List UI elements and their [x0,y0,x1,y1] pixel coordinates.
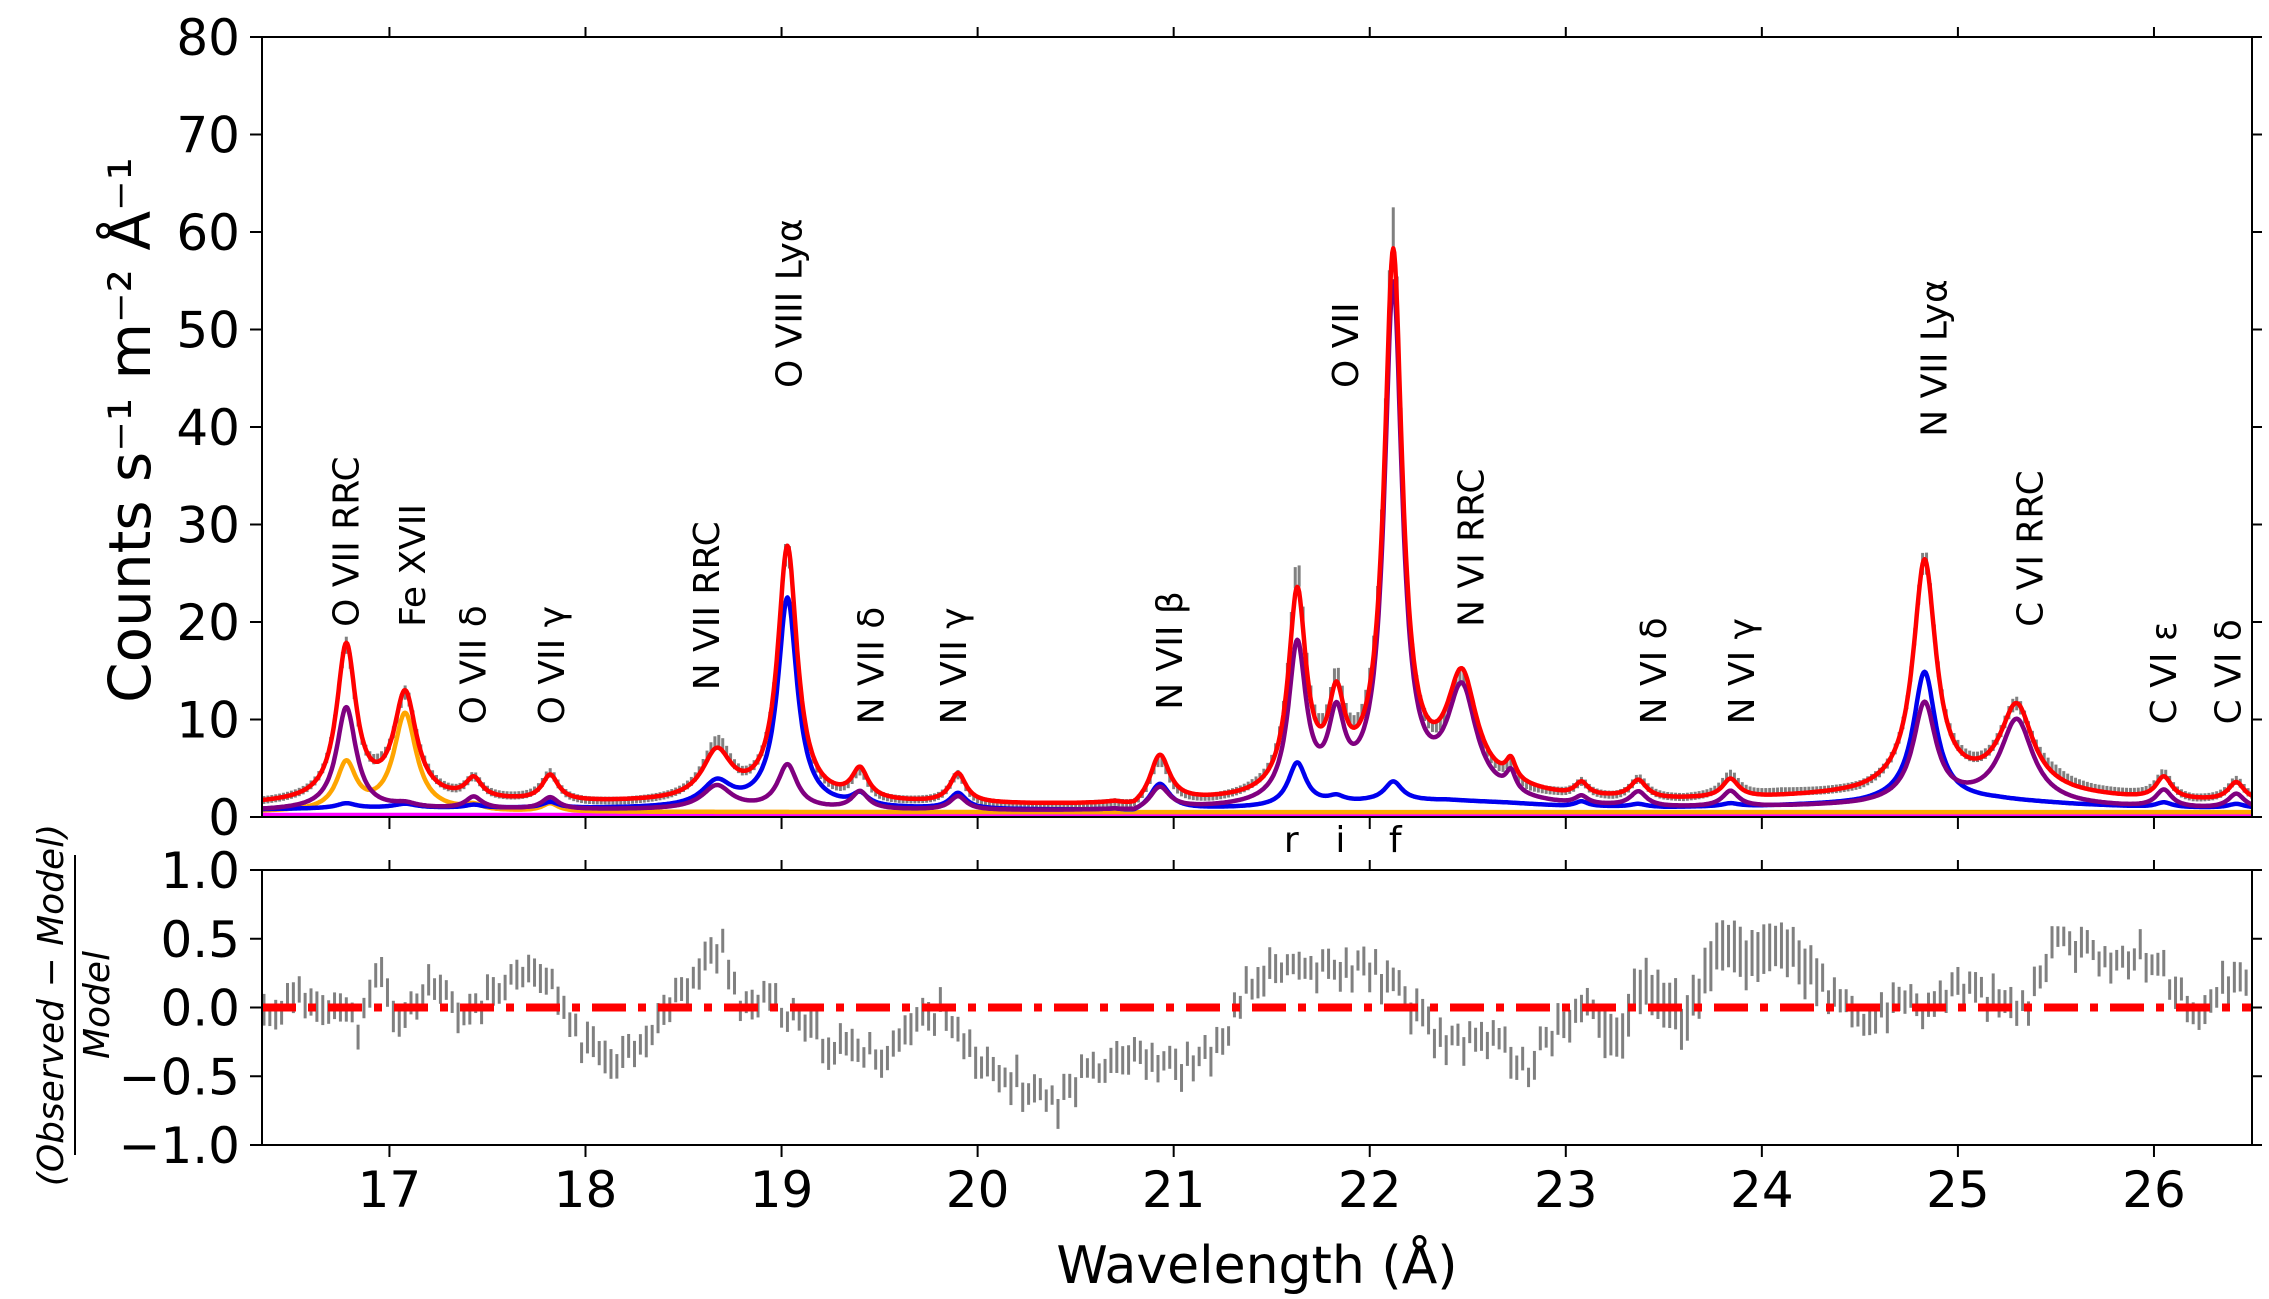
x-axis-label: Wavelength (Å) [1056,1234,1457,1296]
triplet-label: i [1335,820,1345,861]
purple-model-line [262,279,2252,812]
residual-x-tick-label: 20 [946,1161,1010,1219]
residual-x-tick-label: 22 [1338,1161,1402,1219]
spectrum-x-ticks [388,27,2155,829]
line-annotation: N VI δ [1634,617,1675,724]
line-annotation: N VII γ [934,607,975,724]
spectrum-y-tick-label: 10 [176,692,240,750]
residual-y-tick-label: −1.0 [119,1117,240,1175]
spectrum-y-tick-label: 60 [176,204,240,262]
residual-x-tick-label: 25 [1926,1161,1990,1219]
residual-x-tick-label: 19 [750,1161,814,1219]
residual-x-tick-label: 24 [1730,1161,1794,1219]
residual-y-label-numerator: (Observed − Model) [31,824,72,1186]
spectrum-y-tick-label: 0 [208,789,240,847]
line-annotation: Fe XVII [393,504,434,627]
orange-model-line [262,710,2252,815]
line-annotation: N VII β [1150,591,1191,710]
spectrum-y-tick-label: 50 [176,302,240,360]
residual-y-tick-label: 1.0 [160,842,240,900]
line-annotation: O VII δ [454,605,495,724]
residual-y-tick-label: 0.5 [160,911,240,969]
spectrum-y-axis-label: Counts s⁻¹ m⁻² Å⁻¹ [95,157,164,703]
spectrum-y-tick-label: 40 [176,399,240,457]
line-annotation: C VI ε [2144,622,2185,725]
total-model-line [262,246,2252,806]
residual-y-ticks: −1.0 −0.5 0.0 0.5 1.0 [119,842,2262,1175]
residual-panel: −1.0 −0.5 0.0 0.5 1.0 17 18 19 20 21 22 23 24 25 26 (… [31,824,2262,1296]
residual-y-axis-label: (Observed − Model) Model [31,824,118,1186]
residual-y-tick-label: −0.5 [119,1048,240,1106]
residual-x-ticks: 17 18 19 20 21 22 23 24 25 26 [358,860,2186,1219]
triplet-label: r [1284,820,1299,861]
line-annotation: O VIII Lyα [769,219,810,389]
residual-x-tick-label: 26 [2122,1161,2186,1219]
residual-x-tick-label: 18 [554,1161,618,1219]
line-annotation: C VI δ [2208,619,2249,724]
residual-x-tick-label: 17 [358,1161,422,1219]
spectrum-y-tick-label: 30 [176,497,240,555]
residual-x-tick-label: 23 [1534,1161,1598,1219]
spectrum-y-tick-label: 20 [176,594,240,652]
line-annotation: O VII RRC [326,456,367,626]
line-annotation: N VII RRC [687,521,728,690]
spectrum-plot-area [262,207,2252,817]
line-annotation: N VII Lyα [1914,279,1955,436]
spectrum-y-ticks: 0 10 20 30 40 50 60 70 80 [176,9,2262,847]
line-annotation: N VII δ [852,607,893,725]
residual-y-label-denominator: Model [77,951,118,1059]
spectrum-y-tick-label: 70 [176,107,240,165]
residual-plot-area [262,920,2252,1129]
residual-y-tick-label: 0.0 [160,980,240,1038]
line-annotation: N VI γ [1722,618,1763,724]
line-annotation: C VI RRC [2010,470,2051,627]
line-annotation: O VII [1326,302,1367,388]
line-annotations: O VII RRC Fe XVII O VII δ O VII γ N VII RRC O… [326,219,2249,725]
spectrum-y-tick-label: 80 [176,9,240,67]
line-annotation: N VI RRC [1452,468,1493,626]
triplet-label: f [1389,820,1403,861]
line-annotation: O VII γ [532,606,573,724]
residual-x-tick-label: 21 [1142,1161,1206,1219]
